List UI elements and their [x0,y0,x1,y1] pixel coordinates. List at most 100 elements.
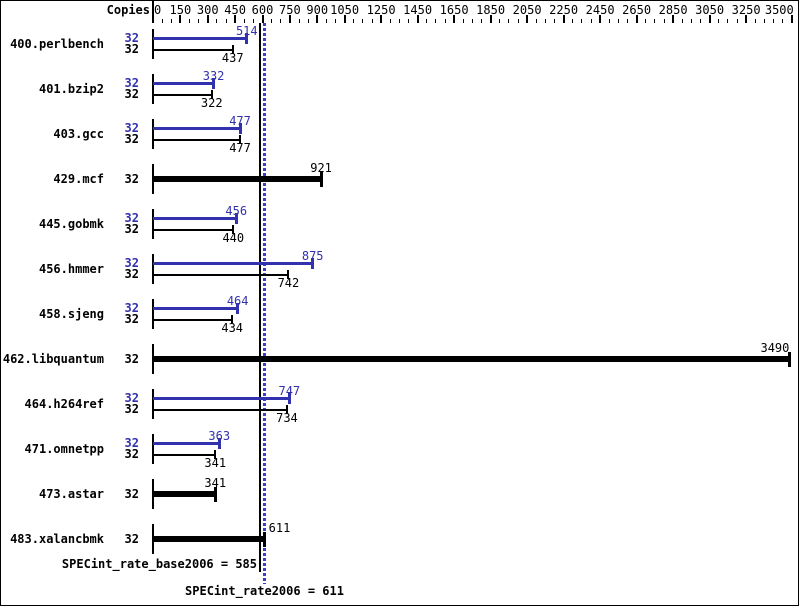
benchmark-label: 458.sjeng [38,306,104,321]
base-value-label: 742 [277,276,300,290]
x-axis-minor-tick [389,19,391,23]
benchmark-label: 483.xalancbmk [10,531,104,546]
x-axis-tick-label: 2650 [622,3,652,17]
combined-bar [153,536,265,542]
x-axis-major-tick [599,15,602,23]
base-bar [153,138,241,141]
base-value-label: 341 [204,456,227,470]
x-axis-minor-tick [782,19,784,23]
peak-value-label: 464 [226,293,249,308]
benchmark-label: 429.mcf [53,171,104,186]
copies-value: 32 [124,531,139,546]
combined-bar [153,356,790,362]
group-left-cap [152,254,154,284]
base-bar-cap [287,270,290,279]
peak-bar-cap [238,123,242,134]
x-axis-minor-tick [754,19,756,23]
x-axis-major-tick [672,15,675,23]
combined-value-label: 3490 [760,340,790,355]
x-axis-minor-tick [408,19,409,23]
peak-bar [153,217,237,220]
x-axis-minor-tick [198,19,200,23]
copies-value-peak: 32 [124,76,139,90]
peak-bar [153,397,290,400]
base-bar-cap [231,315,234,324]
x-axis-minor-tick [161,19,163,23]
x-axis-minor-tick [271,19,273,23]
peak-value-label: 747 [278,383,301,398]
copies-value-base: 32 [124,402,139,416]
x-axis-tick-label: 3500 [764,3,794,17]
x-axis-minor-tick [645,19,647,23]
x-axis-minor-tick [581,19,583,23]
x-axis-tick-label: 1450 [403,3,433,17]
copies-value-base: 32 [124,87,139,101]
copies-value-base: 32 [124,447,139,461]
x-axis-tick-label: 2250 [549,3,579,17]
x-axis-minor-tick [216,19,218,23]
benchmark-label: 400.perlbench [10,36,104,51]
copies-value-peak: 32 [124,391,139,405]
x-axis-tick-label: 300 [196,3,219,17]
x-axis-minor-tick [499,19,501,23]
x-axis-minor-tick [663,19,665,23]
group-left-cap [152,299,154,329]
x-axis-major-tick [416,15,419,23]
x-axis-minor-tick [252,19,254,23]
peak-value-label: 477 [229,113,251,128]
x-axis-minor-tick [189,19,190,23]
base-bar-cap [210,90,213,99]
base-bar [153,48,233,51]
base-bar-cap [232,225,235,234]
x-axis-minor-tick [535,19,537,23]
x-axis-minor-tick [763,19,765,23]
combined-bar-cap [263,531,266,547]
x-axis-minor-tick [325,19,327,23]
peak-bar [153,442,220,445]
benchmark-label: 473.astar [38,486,104,501]
peak-bar-cap [287,393,291,404]
base-value-label: 434 [221,321,244,335]
combined-bar-cap [788,351,792,367]
x-axis-minor-tick [481,19,482,23]
peak-value-label: 332 [202,68,225,83]
peak-bar [153,307,238,310]
x-axis-minor-tick [590,19,592,23]
x-axis-major-tick [343,15,346,23]
x-axis-tick-label: 2450 [585,3,615,17]
copies-value-peak: 32 [124,31,139,45]
x-axis-major-tick [562,15,565,23]
x-axis-minor-tick [307,19,309,23]
axis-origin-line [152,1,154,23]
x-axis-minor-tick [435,19,437,23]
x-axis-minor-tick [280,19,282,23]
combined-bar-cap [319,171,323,187]
benchmark-label: 462.libquantum [2,351,104,366]
base-bar [153,453,216,456]
x-axis-tick-label: 1850 [476,3,506,17]
base-bar [153,318,233,321]
peak-bar-cap [245,33,249,44]
combined-value-label: 921 [310,160,332,175]
base-metric-summary: SPECint_rate_base2006 = 585 [61,557,257,571]
x-axis-minor-tick [517,19,519,23]
x-axis-minor-tick [608,19,610,23]
peak-value-label: 456 [225,203,248,218]
x-axis-tick-label: 2050 [512,3,542,17]
x-axis-minor-tick [353,19,355,23]
copies-value: 32 [124,171,139,186]
x-axis-major-tick [526,15,529,23]
combined-value-label: 611 [268,520,291,535]
copies-value-peak: 32 [124,121,139,135]
group-left-cap [152,119,154,149]
x-axis-major-tick [635,15,638,23]
peak-median-line [263,23,266,584]
benchmark-label: 471.omnetpp [24,441,104,456]
x-axis-tick-label: 3050 [695,3,725,17]
x-axis-minor-tick [462,19,464,23]
x-axis-minor-tick [398,19,400,23]
base-value-label: 734 [276,411,298,425]
x-axis-major-tick [708,15,711,23]
base-bar-cap [285,405,288,414]
